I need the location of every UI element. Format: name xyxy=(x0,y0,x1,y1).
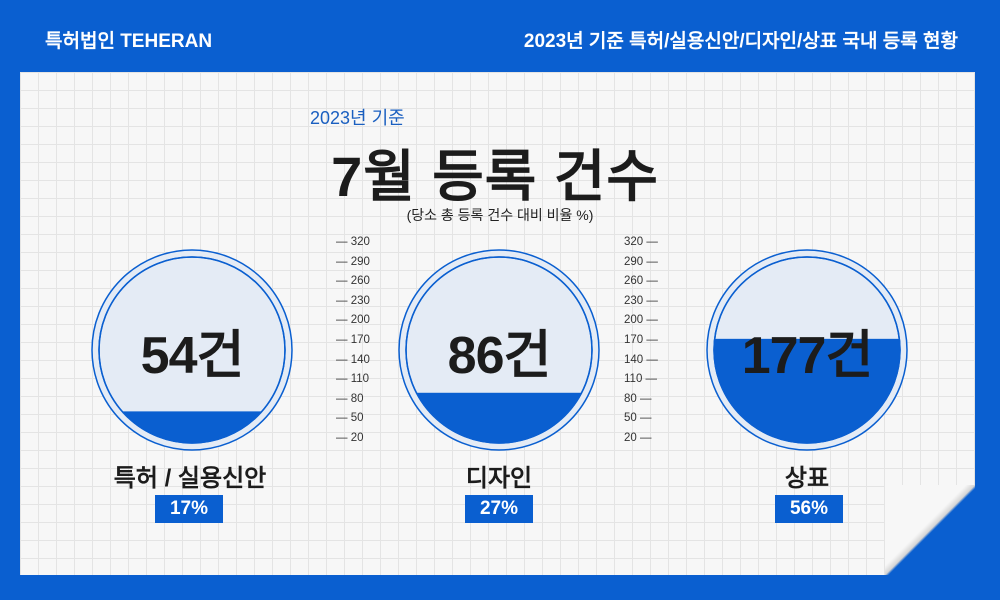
scale-tick: 170 — xyxy=(624,334,658,346)
percent-badge-design: 27% xyxy=(465,495,533,523)
scale-tick: 290 — xyxy=(624,255,658,268)
page-curl xyxy=(885,485,975,575)
scale-tick: — 290 xyxy=(336,255,370,268)
scale-tick: 200 — xyxy=(624,314,658,327)
scale-tick: 80 — xyxy=(624,392,652,405)
count-label: 177건 xyxy=(741,326,874,385)
scale-tick: — 80 xyxy=(336,392,364,405)
scale-tick: — 140 xyxy=(336,353,370,366)
scale-tick: 110 — xyxy=(624,373,658,386)
gauge-inner-ring xyxy=(405,256,593,444)
scale-tick: — 170 xyxy=(336,334,370,346)
gauge-svg xyxy=(91,249,293,451)
headline: 2023년 기준 특허/실용신안/디자인/상표 국내 등록 현황 xyxy=(523,31,958,52)
gauge-inner-ring xyxy=(98,256,286,444)
percent-badge-trademark: 56% xyxy=(775,495,843,523)
category-label-trademark: 상표 xyxy=(784,465,830,492)
page-title-text: 7월 등록 건수 xyxy=(331,145,659,208)
percent-badge-patent: 17% xyxy=(155,495,223,523)
gauge-inner-ring xyxy=(713,256,901,444)
scale-tick: 140 — xyxy=(624,353,658,366)
page-title: 7월 등록 건수 xyxy=(0,132,1000,213)
count-label: 86건 xyxy=(447,326,552,385)
top-bar: 특허법인 TEHERAN 2023년 기준 특허/실용신안/디자인/상표 국내 … xyxy=(0,0,1000,72)
scale-tick: — 200 xyxy=(336,314,370,327)
gauge-design: 86건 xyxy=(397,248,601,452)
scale-tick: — 20 xyxy=(336,432,364,444)
category-label-design: 디자인 xyxy=(465,465,533,492)
scale-tick: — 50 xyxy=(336,412,364,425)
scale-tick: — 260 xyxy=(336,275,370,288)
scale-tick: 50 — xyxy=(624,412,652,425)
scale-tick: 230 — xyxy=(624,294,658,307)
category-label-patent: 특허 / 실용신안 xyxy=(113,465,267,492)
scale-tick: — 230 xyxy=(336,294,370,307)
scale-tick: 320 — xyxy=(624,236,658,248)
scale-tick: 20 — xyxy=(624,432,652,444)
gauge-patent: 54건 xyxy=(90,248,294,452)
scale-tick: — 320 xyxy=(336,236,370,248)
brand-name: 특허법인 TEHERAN xyxy=(45,31,213,52)
subtitle: 2023년 기준 xyxy=(310,108,405,128)
gauge-svg xyxy=(398,249,600,451)
count-label: 54건 xyxy=(140,326,245,385)
gauge-svg xyxy=(706,249,908,451)
scale-tick: 260 — xyxy=(624,275,658,288)
gauge-trademark: 177건 xyxy=(705,248,909,452)
ratio-note: (당소 총 등록 건수 대비 비율 %) xyxy=(406,207,594,223)
scale-tick: — 110 xyxy=(336,373,370,386)
